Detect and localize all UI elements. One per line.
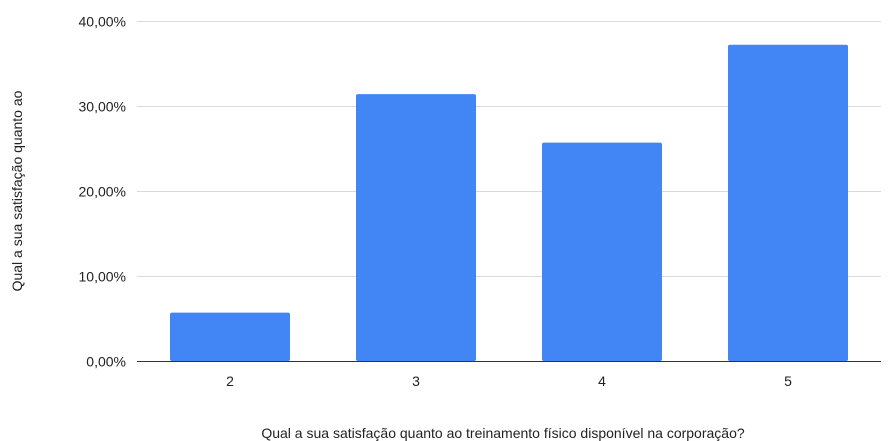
- x-axis-title: Qual a sua satisfação quanto ao treiname…: [261, 425, 745, 441]
- x-tick-label: 5: [784, 373, 792, 389]
- y-axis-title: Qual a sua satisfação quanto ao: [9, 90, 25, 291]
- y-tick-label: 20,00%: [79, 184, 126, 200]
- x-tick-label: 3: [412, 373, 420, 389]
- y-tick-label: 10,00%: [79, 269, 126, 285]
- bar-5: [728, 44, 848, 362]
- y-axis-ticks: 0,00% 10,00% 20,00% 30,00% 40,00%: [79, 14, 126, 370]
- y-tick-label: 0,00%: [86, 354, 126, 370]
- x-axis-ticks: 2 3 4 5: [226, 373, 792, 389]
- bar-4: [542, 142, 662, 361]
- bar-3: [356, 94, 476, 361]
- bar-2: [170, 312, 290, 361]
- y-tick-label: 40,00%: [79, 14, 126, 30]
- bars: [170, 44, 848, 362]
- x-tick-label: 2: [226, 373, 234, 389]
- x-tick-label: 4: [598, 373, 606, 389]
- y-tick-label: 30,00%: [79, 99, 126, 115]
